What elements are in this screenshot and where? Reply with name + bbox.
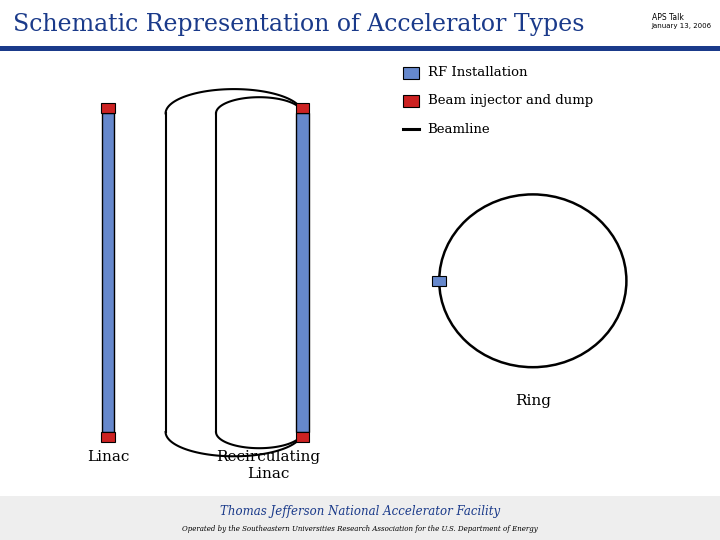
Bar: [296, 432, 310, 442]
Bar: [101, 103, 115, 113]
Bar: [403, 95, 419, 107]
Bar: [0, 496, 720, 540]
Text: Beam injector and dump: Beam injector and dump: [428, 94, 593, 107]
Text: Recirculating
Linac: Recirculating Linac: [216, 450, 320, 481]
Bar: [296, 113, 309, 432]
Bar: [102, 113, 114, 432]
Text: RF Installation: RF Installation: [428, 66, 527, 79]
Text: Ring: Ring: [515, 394, 551, 408]
Text: Linac: Linac: [87, 450, 129, 464]
Text: APS Talk: APS Talk: [652, 13, 683, 22]
Bar: [433, 275, 446, 286]
Text: January 13, 2006: January 13, 2006: [652, 23, 712, 29]
Text: Operated by the Southeastern Universities Research Association for the U.S. Depa: Operated by the Southeastern Universitie…: [182, 525, 538, 533]
Text: Schematic Representation of Accelerator Types: Schematic Representation of Accelerator …: [13, 13, 585, 36]
Text: Thomas Jefferson National Accelerator Facility: Thomas Jefferson National Accelerator Fa…: [220, 505, 500, 518]
Text: Beamline: Beamline: [428, 123, 490, 136]
Bar: [403, 67, 419, 79]
Bar: [296, 103, 310, 113]
Bar: [101, 432, 115, 442]
Bar: [0, 46, 720, 51]
